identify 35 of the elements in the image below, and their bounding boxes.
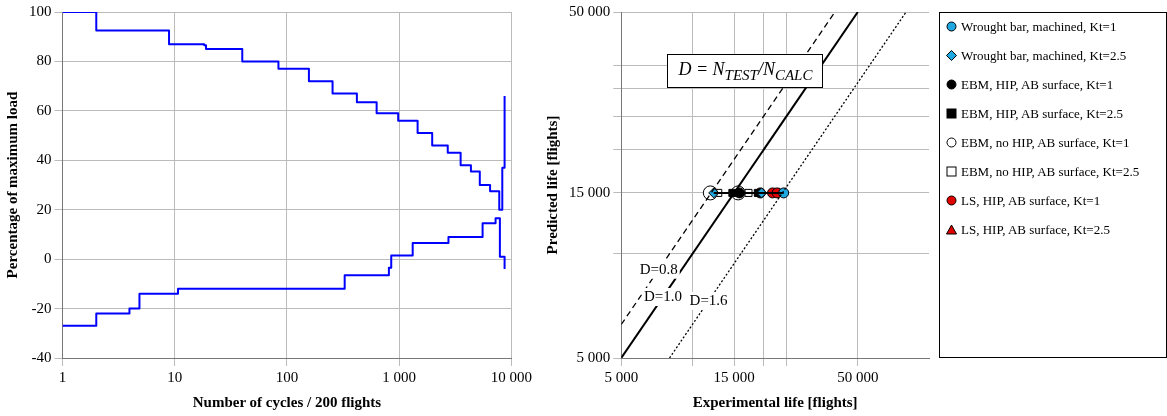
x-tick-label: 10 000 (490, 368, 532, 385)
y-tick-label: 50 000 (569, 2, 611, 19)
x-tick-label: 100 (275, 368, 299, 385)
y-tick-label: -20 (31, 299, 52, 316)
x-tick-label: 15 000 (713, 368, 755, 385)
y-tick-label: 100 (29, 2, 52, 19)
y-tick-label: 20 (36, 200, 52, 217)
legend-label: Wrought bar, machined, Kt=1 (961, 19, 1117, 34)
y-tick-label: 0 (44, 250, 52, 267)
legend-label: LS, HIP, AB surface, Kt=1 (961, 193, 1101, 208)
annotation: D = N$_{TEST}$/N$_{CALC}$ (667, 53, 824, 89)
legend-label: EBM, HIP, AB surface, Kt=1 (961, 77, 1114, 92)
y-tick-label: 15 000 (569, 183, 611, 200)
annotation: D=0.8 (639, 260, 678, 277)
x-tick-label: 50 000 (837, 368, 879, 385)
y-tick-label: 80 (36, 52, 52, 69)
x-tick-label: 10 (167, 368, 183, 385)
y-tick-label: 5 000 (576, 348, 611, 365)
y-axis-title: Percentage of maximum load (3, 90, 20, 279)
legend-label: LS, HIP, AB surface, Kt=2.5 (961, 222, 1110, 237)
x-axis-title: Experimental life [flights] (692, 393, 858, 410)
y-tick-label: -40 (31, 348, 52, 365)
legend-label: EBM, HIP, AB surface, Kt=2.5 (961, 106, 1123, 121)
y-tick-label: 40 (36, 151, 52, 168)
legend-label: EBM, no HIP, AB surface, Kt=1 (961, 135, 1130, 150)
x-axis-title: Number of cycles / 200 flights (192, 393, 382, 410)
legend-label: Wrought bar, machined, Kt=2.5 (961, 48, 1127, 63)
y-tick-label: 60 (36, 101, 52, 118)
annotation: D=1.0 (643, 288, 682, 305)
x-tick-label: 1 000 (382, 368, 417, 385)
legend-label: EBM, no HIP, AB surface, Kt=2.5 (961, 164, 1140, 179)
y-axis-title: Predicted life [flights] (543, 115, 560, 255)
x-tick-label: 5 000 (604, 368, 639, 385)
annotation: D=1.6 (689, 291, 729, 308)
x-tick-label: 1 (58, 368, 67, 385)
